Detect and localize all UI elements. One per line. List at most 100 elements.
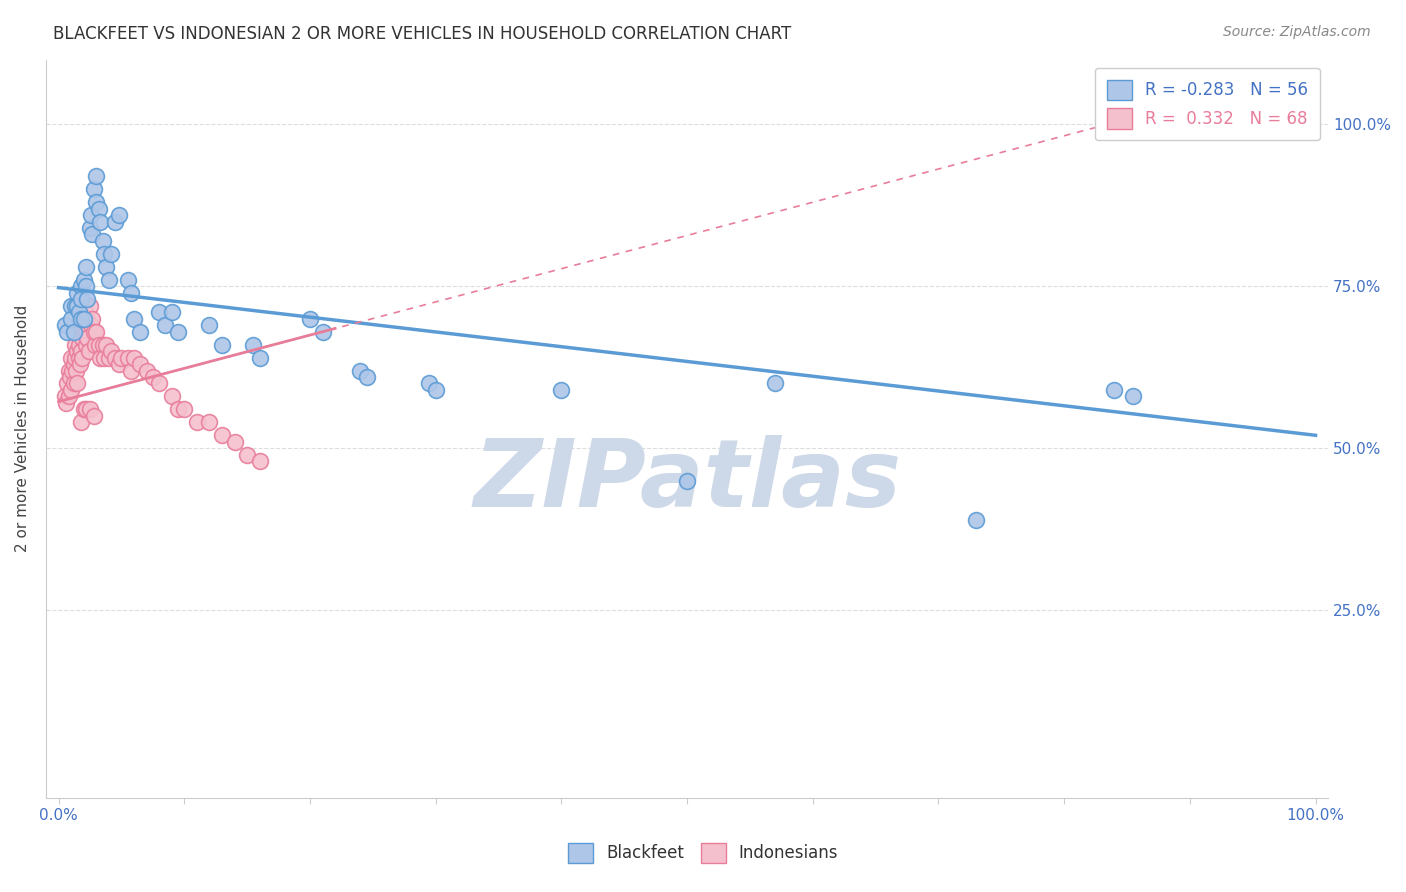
Point — [87, 202, 110, 216]
Point — [63, 299, 86, 313]
Point — [70, 293, 93, 307]
Point — [97, 273, 120, 287]
Point — [198, 415, 221, 429]
Point — [84, 195, 107, 210]
Point — [122, 351, 145, 365]
Point — [173, 402, 195, 417]
Legend: R = -0.283   N = 56, R =  0.332   N = 68: R = -0.283 N = 56, R = 0.332 N = 68 — [1095, 68, 1320, 140]
Point — [142, 370, 165, 384]
Point — [60, 383, 83, 397]
Point — [93, 351, 115, 365]
Point — [67, 305, 90, 319]
Point — [160, 389, 183, 403]
Point — [55, 396, 77, 410]
Point — [108, 208, 131, 222]
Point — [70, 325, 93, 339]
Point — [84, 337, 107, 351]
Point — [69, 357, 91, 371]
Point — [72, 331, 94, 345]
Point — [242, 337, 264, 351]
Point — [129, 325, 152, 339]
Point — [84, 169, 107, 184]
Point — [167, 402, 190, 417]
Point — [76, 311, 98, 326]
Point — [58, 363, 80, 377]
Point — [1104, 383, 1126, 397]
Point — [70, 415, 93, 429]
Point — [104, 351, 127, 365]
Point — [60, 299, 83, 313]
Point — [97, 351, 120, 365]
Point — [66, 344, 89, 359]
Point — [62, 325, 84, 339]
Point — [129, 357, 152, 371]
Point — [70, 344, 93, 359]
Point — [75, 402, 97, 417]
Point — [155, 318, 177, 333]
Point — [356, 370, 378, 384]
Point — [60, 311, 83, 326]
Point — [58, 389, 80, 403]
Point — [75, 279, 97, 293]
Point — [135, 363, 157, 377]
Legend: Blackfeet, Indonesians: Blackfeet, Indonesians — [555, 831, 851, 875]
Point — [122, 311, 145, 326]
Point — [56, 325, 79, 339]
Point — [160, 305, 183, 319]
Point — [120, 285, 142, 300]
Point — [67, 351, 90, 365]
Point — [425, 383, 447, 397]
Point — [198, 318, 221, 333]
Text: ZIPatlas: ZIPatlas — [472, 434, 901, 526]
Point — [311, 325, 333, 339]
Point — [1122, 389, 1144, 403]
Y-axis label: 2 or more Vehicles in Household: 2 or more Vehicles in Household — [15, 305, 30, 552]
Point — [72, 351, 94, 365]
Point — [89, 351, 111, 365]
Point — [73, 311, 96, 326]
Point — [349, 363, 371, 377]
Point — [100, 247, 122, 261]
Point — [167, 325, 190, 339]
Point — [82, 227, 104, 242]
Point — [77, 344, 100, 359]
Point — [148, 305, 170, 319]
Point — [73, 311, 96, 326]
Point — [73, 402, 96, 417]
Point — [76, 331, 98, 345]
Point — [75, 337, 97, 351]
Point — [63, 337, 86, 351]
Point — [75, 325, 97, 339]
Point — [418, 376, 440, 391]
Point — [249, 351, 271, 365]
Point — [96, 337, 118, 351]
Point — [110, 351, 132, 365]
Point — [79, 299, 101, 313]
Text: Source: ZipAtlas.com: Source: ZipAtlas.com — [1223, 25, 1371, 39]
Point — [91, 234, 114, 248]
Point — [73, 305, 96, 319]
Point — [763, 376, 786, 391]
Point — [70, 279, 93, 293]
Point — [80, 318, 103, 333]
Point — [60, 363, 83, 377]
Point — [236, 448, 259, 462]
Point — [79, 402, 101, 417]
Point — [87, 337, 110, 351]
Point — [63, 351, 86, 365]
Point — [93, 247, 115, 261]
Point — [211, 337, 233, 351]
Point — [60, 351, 83, 365]
Point — [249, 454, 271, 468]
Point — [73, 273, 96, 287]
Point — [89, 214, 111, 228]
Point — [80, 208, 103, 222]
Point — [96, 260, 118, 274]
Point — [59, 370, 82, 384]
Point — [67, 337, 90, 351]
Point — [550, 383, 572, 397]
Point — [83, 182, 105, 196]
Point — [53, 389, 76, 403]
Point — [83, 409, 105, 423]
Point — [76, 293, 98, 307]
